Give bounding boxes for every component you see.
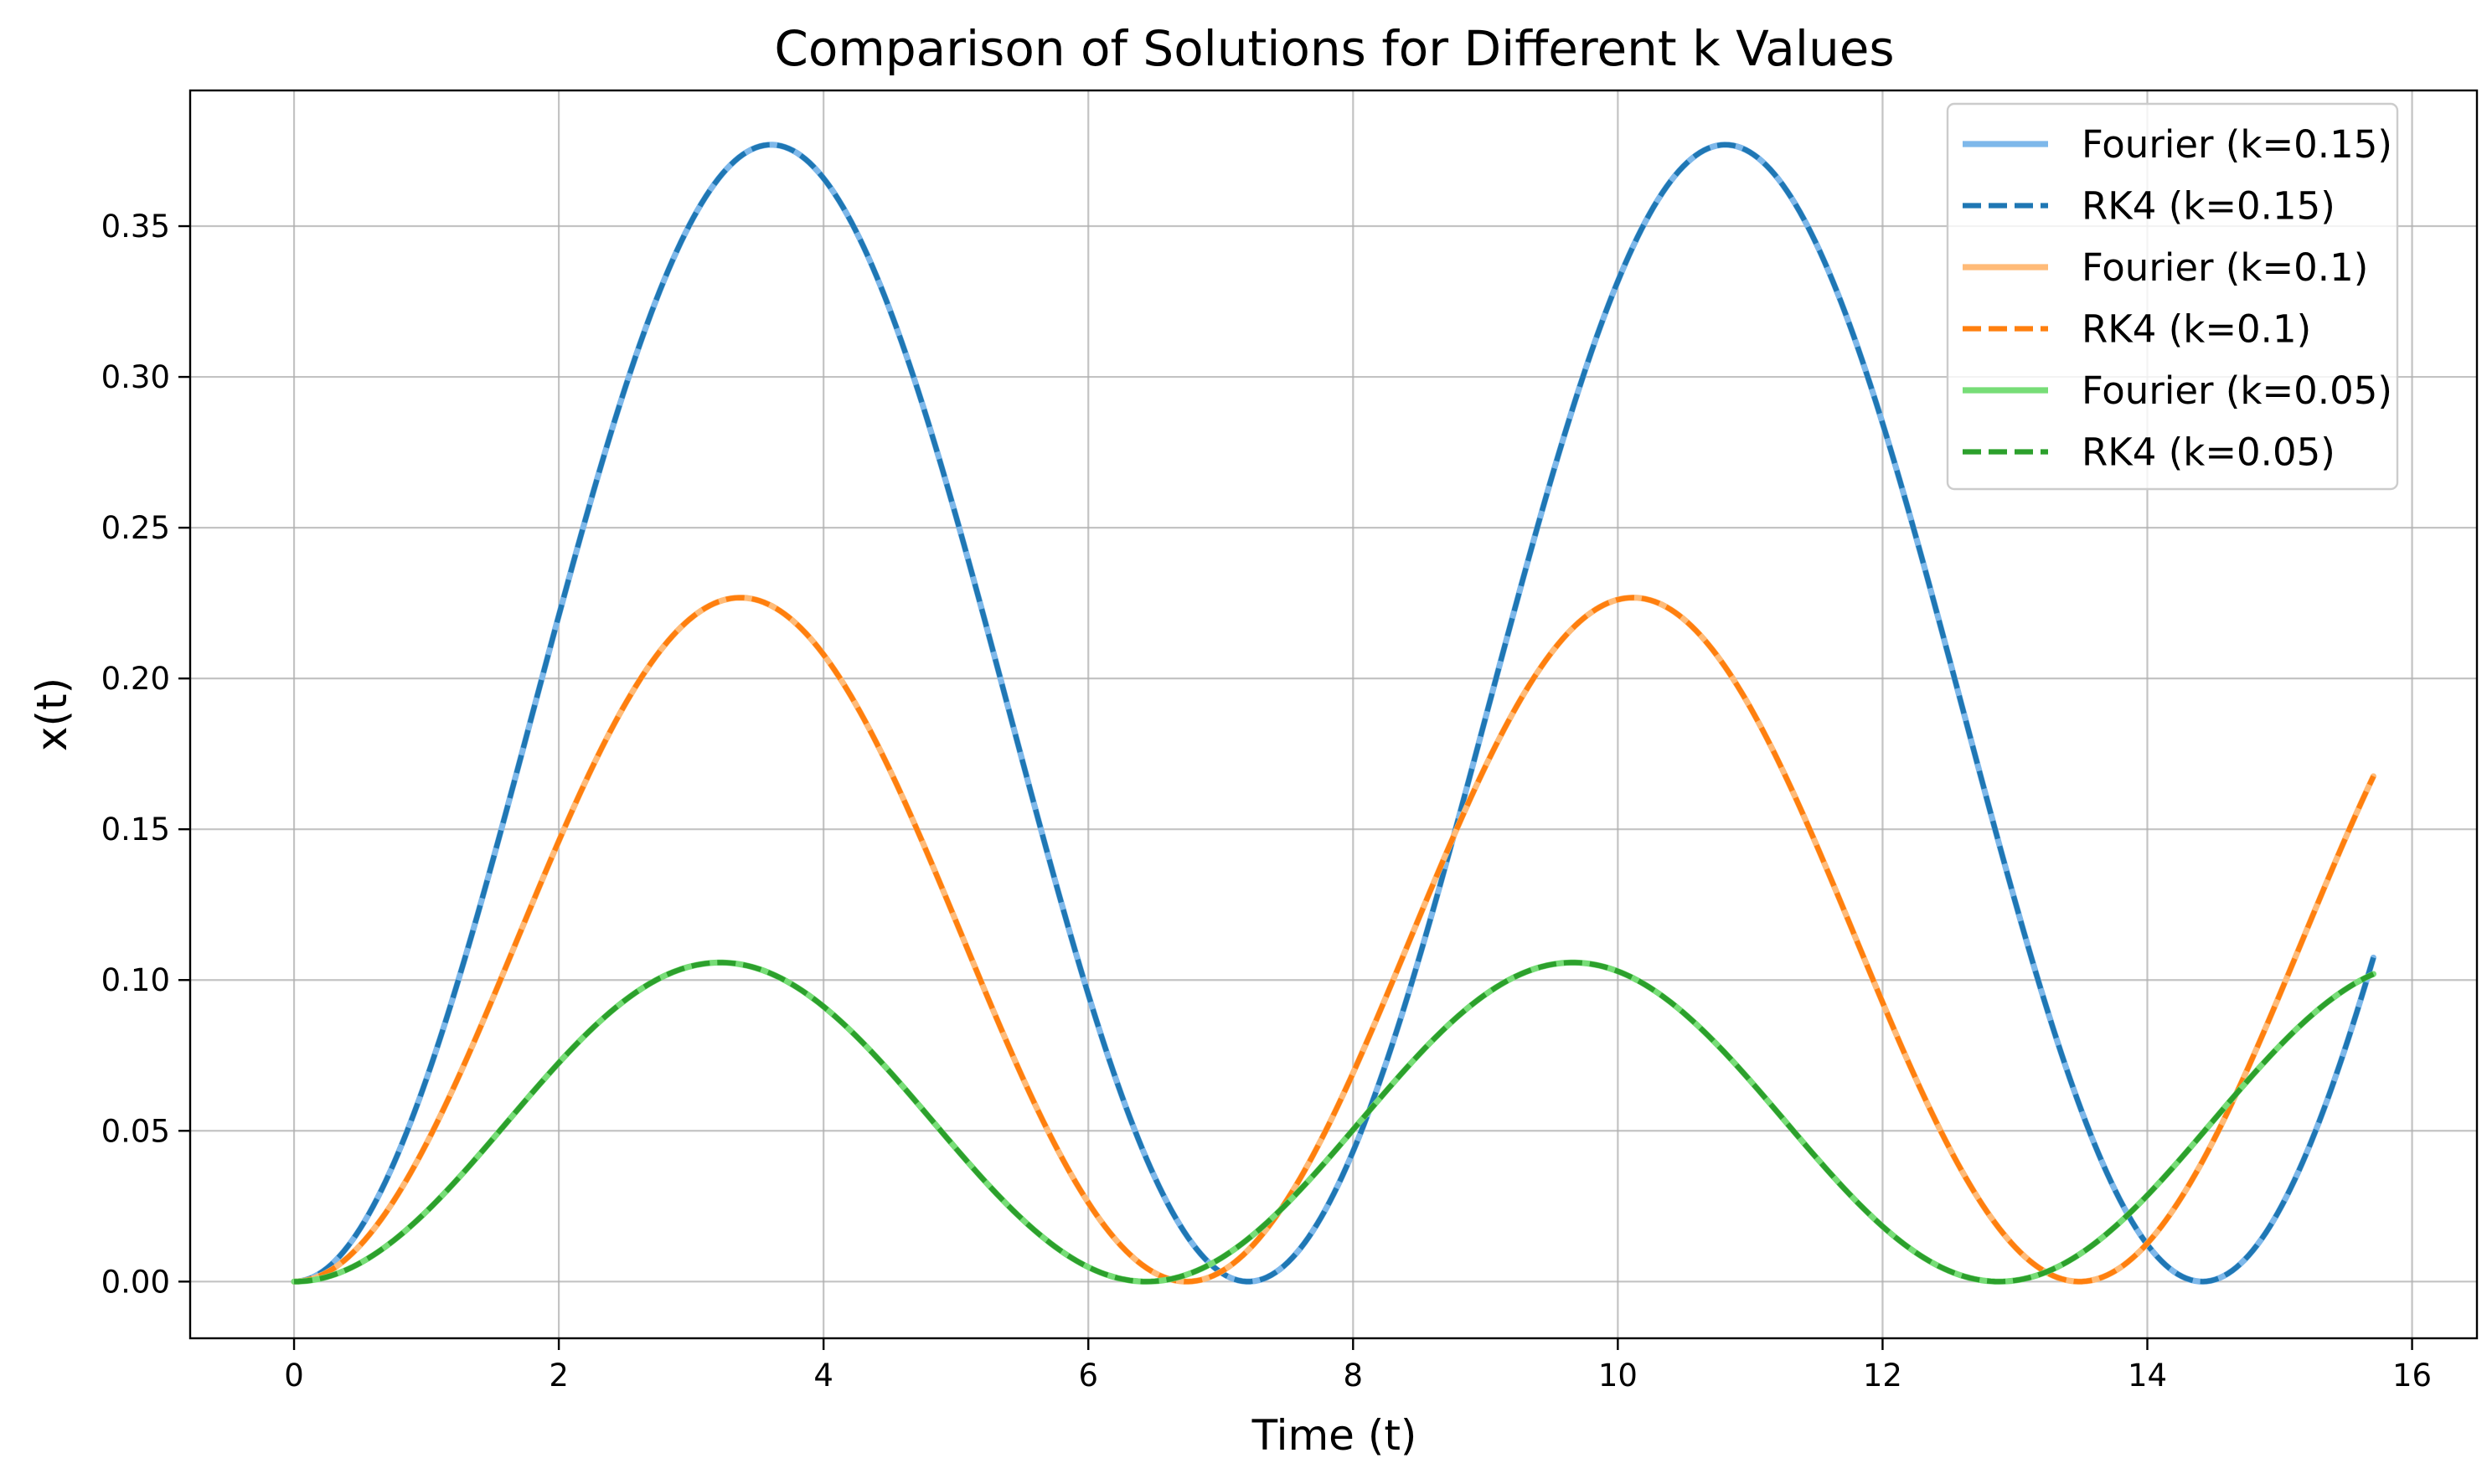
y-tick-label: 0.30 bbox=[101, 359, 170, 395]
y-tick-label: 0.00 bbox=[101, 1264, 170, 1300]
x-tick-label: 2 bbox=[549, 1358, 569, 1394]
x-tick-label: 0 bbox=[284, 1358, 304, 1394]
x-tick-label: 8 bbox=[1344, 1358, 1364, 1394]
x-tick-label: 14 bbox=[2128, 1358, 2167, 1394]
legend-label: Fourier (k=0.15) bbox=[2082, 122, 2392, 167]
x-tick-label: 12 bbox=[1863, 1358, 1902, 1394]
x-tick-label: 10 bbox=[1598, 1358, 1638, 1394]
plot-lines bbox=[291, 142, 2377, 1285]
legend-label: RK4 (k=0.05) bbox=[2082, 430, 2335, 475]
y-tick-label: 0.25 bbox=[101, 510, 170, 546]
legend: Fourier (k=0.15) RK4 (k=0.15) Fourier (k=0… bbox=[1946, 102, 2399, 491]
legend-label: Fourier (k=0.05) bbox=[2082, 368, 2392, 413]
y-tick-label: 0.15 bbox=[101, 812, 170, 848]
legend-label: RK4 (k=0.15) bbox=[2082, 184, 2335, 229]
chart-title: Comparison of Solutions for Different k … bbox=[774, 20, 1894, 77]
y-tick-label: 0.35 bbox=[101, 209, 170, 245]
legend-label: Fourier (k=0.1) bbox=[2082, 245, 2368, 290]
series-line-rk4-k-0-05 bbox=[293, 960, 2375, 1285]
x-axis: 0 2 4 6 8 10 12 14 16 bbox=[284, 1338, 2432, 1394]
legend-box bbox=[1946, 102, 2399, 491]
y-tick-label: 0.05 bbox=[101, 1113, 170, 1149]
y-tick-label: 0.10 bbox=[101, 962, 170, 998]
series-line-rk4-k-0-15 bbox=[293, 142, 2376, 1285]
plot-frame bbox=[188, 89, 2479, 1340]
x-axis-label: Time (t) bbox=[1251, 1411, 1417, 1460]
series-line-rk4-k-0-1 bbox=[293, 595, 2376, 1285]
legend-label: RK4 (k=0.1) bbox=[2082, 307, 2311, 352]
y-axis: 0.00 0.05 0.10 0.15 0.20 0.25 0.30 0.35 bbox=[101, 209, 190, 1300]
x-tick-label: 16 bbox=[2392, 1358, 2432, 1394]
y-tick-label: 0.20 bbox=[101, 661, 170, 697]
x-tick-label: 4 bbox=[813, 1358, 833, 1394]
x-tick-label: 6 bbox=[1078, 1358, 1098, 1394]
y-axis-label: x(t) bbox=[28, 678, 76, 751]
